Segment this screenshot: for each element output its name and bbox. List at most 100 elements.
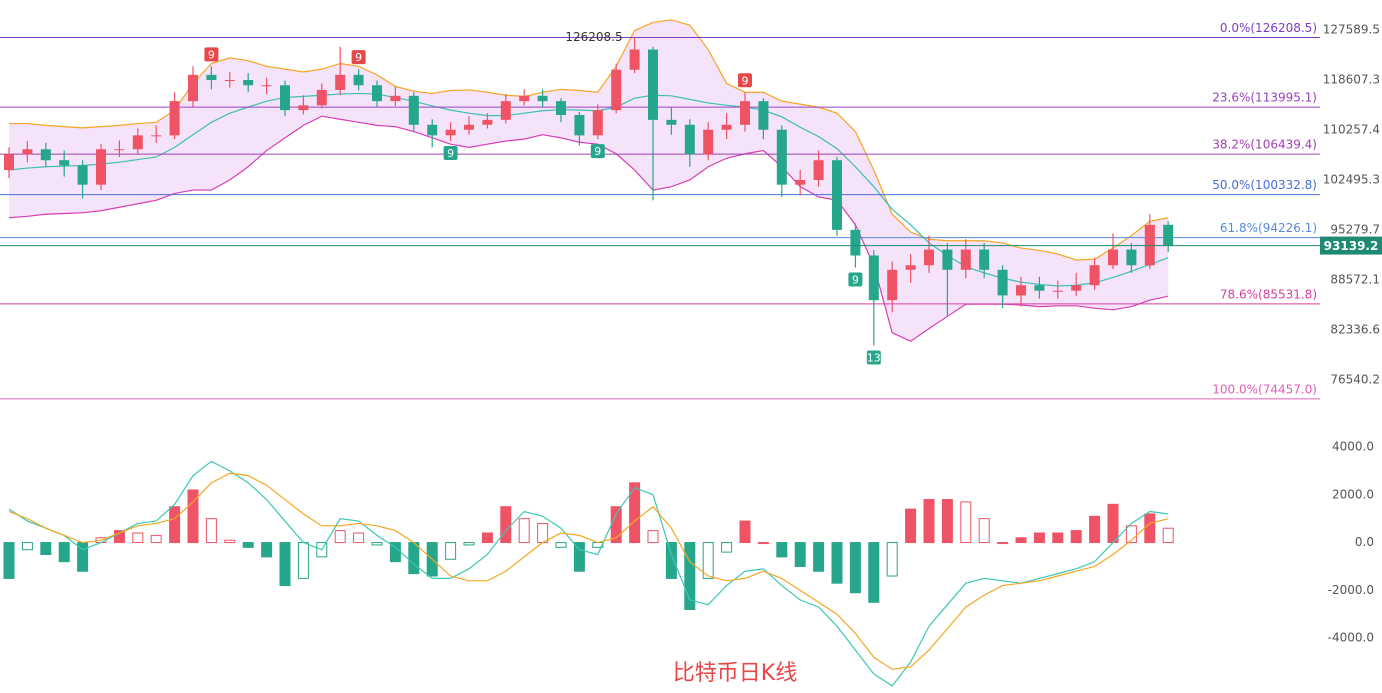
candle-body — [206, 74, 217, 81]
candle-body — [592, 110, 603, 136]
candle-body — [390, 95, 401, 102]
last-price-tag — [1320, 236, 1382, 255]
macd-bar — [1162, 527, 1174, 544]
candle-body — [482, 119, 493, 125]
candle-body — [408, 95, 419, 125]
candle-body — [519, 95, 530, 102]
macd-bar — [573, 542, 585, 572]
macd-bar — [481, 532, 493, 544]
candle-body — [684, 124, 695, 155]
macd-bar — [886, 542, 898, 577]
candle-body — [537, 95, 548, 102]
macd-bar — [187, 489, 199, 544]
candle-body — [666, 119, 677, 125]
y-tick-label: 110257.4 — [1323, 122, 1380, 136]
macd-bar — [334, 530, 346, 544]
fib-label: 38.2%(106439.4) — [1212, 138, 1317, 152]
candle-body — [77, 165, 88, 185]
td-label: 9 — [447, 147, 454, 160]
macd-bar — [3, 542, 15, 579]
macd-bar — [518, 518, 530, 544]
candle-body — [261, 85, 272, 87]
macd-bar — [113, 530, 125, 544]
macd-bar — [408, 542, 420, 575]
candle-body — [464, 124, 474, 130]
macd-bar — [739, 520, 751, 544]
macd-bar — [794, 542, 806, 567]
y-tick-label: 102495.3 — [1323, 173, 1380, 187]
y-tick-label: 76540.2 — [1330, 373, 1380, 387]
macd-bar — [58, 542, 70, 563]
y-tick-label: 127589.5 — [1323, 22, 1380, 36]
candle-body — [298, 105, 309, 111]
candle-body — [960, 249, 971, 270]
candle-body — [850, 229, 861, 256]
candle-body — [813, 160, 824, 180]
macd-bar — [150, 534, 162, 544]
macd-bar — [1052, 532, 1064, 544]
macd-bar — [205, 518, 217, 544]
candle-body — [224, 80, 235, 82]
candle-body — [445, 129, 456, 136]
chart-title: 比特币日K线 — [673, 661, 797, 686]
last-price-label: 93139.2 — [1324, 239, 1379, 253]
candle-body — [427, 124, 438, 136]
candle-body — [132, 135, 143, 150]
macd-bar — [1033, 532, 1045, 544]
y-tick-label: 88572.1 — [1330, 273, 1380, 287]
macd-bar — [849, 542, 861, 594]
macd-bar — [665, 542, 677, 579]
td-label: 9 — [355, 51, 362, 64]
td-marker — [351, 50, 366, 65]
candle-body — [1163, 224, 1174, 246]
macd-bar — [242, 542, 254, 548]
macd-bar — [923, 499, 935, 544]
macd-bar — [169, 506, 181, 544]
macd-bar — [868, 542, 880, 603]
macd-bar — [1107, 503, 1119, 544]
macd-bar — [537, 522, 549, 544]
candle-body — [316, 89, 327, 106]
macd-bar — [905, 508, 917, 544]
td-marker — [204, 47, 219, 62]
candle-body — [629, 49, 640, 70]
candle-body — [611, 69, 622, 111]
macd-bar — [1070, 530, 1082, 544]
td-marker — [590, 144, 605, 159]
candle-body — [1144, 224, 1155, 266]
candle-body — [887, 269, 898, 301]
candle-body — [59, 160, 70, 166]
td-marker — [866, 350, 881, 365]
td-label: 13 — [867, 351, 881, 364]
macd-tick-label: -4000.0 — [1328, 631, 1374, 645]
y-tick-label: 95279.7 — [1330, 223, 1380, 237]
macd-bar — [757, 542, 769, 545]
td-marker — [848, 272, 863, 287]
macd-bar — [371, 542, 383, 546]
macd-bar — [997, 542, 1009, 545]
candle-body — [188, 74, 198, 102]
candle-body — [1034, 285, 1045, 291]
fib-label: 23.6%(113995.1) — [1212, 91, 1317, 105]
td-marker — [738, 73, 752, 88]
candle-body — [942, 249, 953, 270]
macd-bar — [721, 542, 733, 553]
candle-body — [40, 149, 51, 161]
macd-bar — [647, 530, 659, 544]
candle-body — [776, 129, 787, 185]
macd-bar — [831, 542, 843, 584]
bollinger-middle — [8, 92, 1169, 287]
candle-body — [353, 74, 364, 86]
macd-bar — [684, 542, 696, 610]
candle-body — [280, 85, 290, 111]
candle-body — [500, 101, 511, 120]
macd-bar — [1089, 515, 1101, 544]
candle-body — [721, 124, 732, 130]
y-tick-label: 82336.6 — [1330, 323, 1380, 337]
candle-body — [832, 160, 842, 230]
candle-body — [740, 101, 750, 125]
macd-bar — [702, 542, 714, 579]
macd-bar — [297, 542, 309, 579]
macd-bar — [978, 518, 990, 544]
